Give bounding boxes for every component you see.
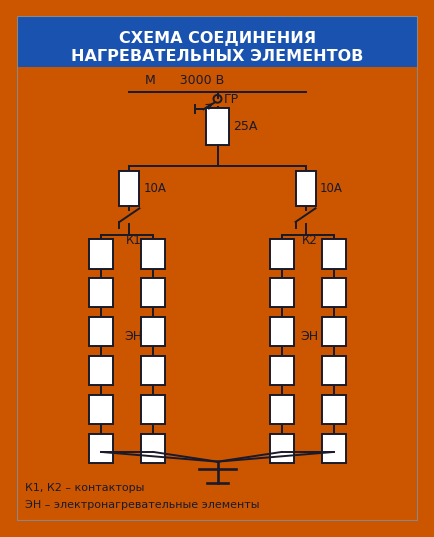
Text: К1, К2 – контакторы: К1, К2 – контакторы bbox=[25, 483, 145, 493]
Bar bbox=[141, 395, 165, 424]
Bar bbox=[321, 317, 345, 346]
Text: ЭН: ЭН bbox=[300, 330, 318, 343]
Bar bbox=[269, 356, 293, 385]
Text: ЭН – электронагревательные элементы: ЭН – электронагревательные элементы bbox=[25, 500, 259, 510]
Text: М      3000 В: М 3000 В bbox=[145, 74, 224, 86]
Bar bbox=[141, 240, 165, 268]
Bar bbox=[89, 395, 113, 424]
Bar bbox=[89, 278, 113, 307]
Bar bbox=[89, 356, 113, 385]
Bar bbox=[141, 317, 165, 346]
Bar bbox=[321, 278, 345, 307]
Bar bbox=[269, 317, 293, 346]
Text: ЭН: ЭН bbox=[124, 330, 142, 343]
Text: НАГРЕВАТЕЛЬНЫХ ЭЛЕМЕНТОВ: НАГРЕВАТЕЛЬНЫХ ЭЛЕМЕНТОВ bbox=[71, 49, 363, 64]
Text: СХЕМА СОЕДИНЕНИЯ: СХЕМА СОЕДИНЕНИЯ bbox=[118, 31, 316, 46]
Bar bbox=[269, 240, 293, 268]
Bar bbox=[141, 356, 165, 385]
Bar bbox=[89, 317, 113, 346]
Text: 25А: 25А bbox=[233, 120, 257, 133]
Text: К1: К1 bbox=[125, 234, 141, 246]
Text: 10А: 10А bbox=[143, 183, 166, 195]
Bar bbox=[141, 433, 165, 463]
Bar bbox=[269, 433, 293, 463]
Bar bbox=[269, 395, 293, 424]
Bar bbox=[141, 278, 165, 307]
Bar bbox=[206, 108, 228, 145]
Bar bbox=[269, 278, 293, 307]
Bar bbox=[321, 240, 345, 268]
Bar bbox=[321, 356, 345, 385]
Text: 10А: 10А bbox=[319, 183, 342, 195]
Bar bbox=[89, 240, 113, 268]
Bar bbox=[295, 171, 315, 206]
Text: ГР: ГР bbox=[223, 93, 238, 106]
Bar bbox=[17, 16, 417, 67]
Text: К2: К2 bbox=[301, 234, 316, 246]
Bar bbox=[89, 433, 113, 463]
Bar bbox=[321, 395, 345, 424]
Bar bbox=[321, 433, 345, 463]
Bar bbox=[119, 171, 139, 206]
